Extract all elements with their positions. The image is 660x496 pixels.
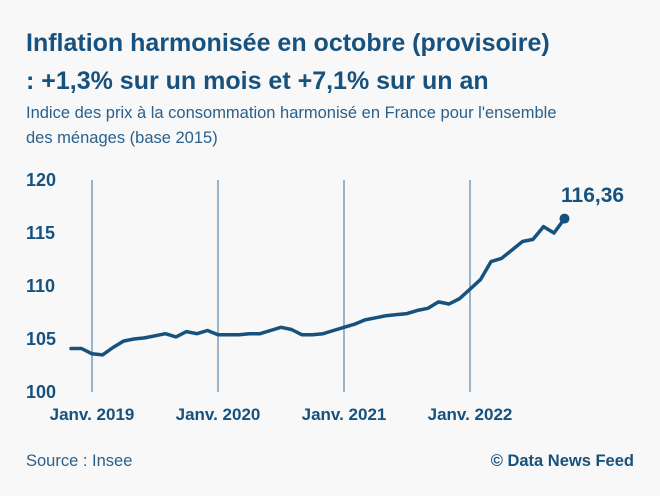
y-tick-label: 100	[26, 382, 56, 402]
x-tick-label: Janv. 2022	[428, 405, 513, 424]
chart-title: Inflation harmonisée en octobre (proviso…	[26, 24, 648, 100]
series-line	[69, 216, 567, 357]
y-tick-label: 105	[26, 329, 56, 349]
x-tick-label: Janv. 2021	[302, 405, 387, 424]
chart-subtitle-line1: Indice des prix à la consommation harmon…	[26, 104, 557, 122]
end-point-dot	[559, 213, 570, 224]
chart-title-line1: Inflation harmonisée en octobre (proviso…	[26, 29, 550, 57]
source-label: Source : Insee	[26, 452, 133, 470]
credit-label: © Data News Feed	[490, 452, 634, 470]
chart-subtitle: Indice des prix à la consommation harmon…	[26, 101, 636, 151]
x-tick-label: Janv. 2020	[176, 405, 261, 424]
y-tick-label: 115	[26, 223, 55, 243]
chart-title-line2: : +1,3% sur un mois et +7,1% sur un an	[26, 67, 489, 95]
last-value-label: 116,36	[561, 184, 625, 207]
chart-subtitle-line2: des ménages (base 2015)	[26, 129, 218, 147]
x-tick-label: Janv. 2019	[50, 405, 135, 424]
y-tick-label: 120	[26, 170, 56, 190]
y-tick-label: 110	[26, 276, 55, 296]
